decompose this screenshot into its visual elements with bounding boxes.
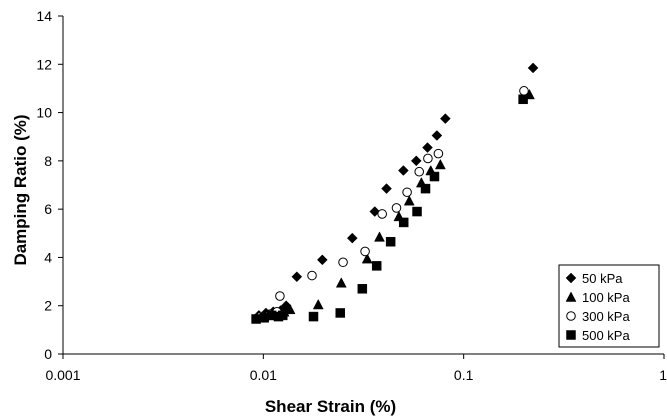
data-point-circle: [391, 203, 402, 213]
axes-layer: 0 2 4 6 8 10 12 14 0.001 0.01 0.1 1: [36, 8, 667, 383]
data-point-square: [335, 308, 345, 318]
data-point-diamond: [316, 254, 328, 266]
legend-marker-circle: [566, 311, 576, 321]
data-point-triangle: [374, 231, 385, 242]
legend-marker-triangle: [565, 291, 577, 302]
x-tick-label: 0.1: [454, 367, 474, 383]
data-point-triangle: [312, 298, 324, 310]
legend-label: 100 kPa: [582, 290, 630, 305]
data-point-square: [398, 217, 409, 228]
x-tick-label: 0.001: [45, 367, 80, 383]
data-point-diamond: [422, 142, 433, 153]
x-tick-label: 1: [659, 367, 667, 383]
data-point-square: [429, 171, 440, 182]
data-point-diamond: [398, 165, 409, 176]
y-tick-label: 2: [44, 298, 52, 314]
series-square: [251, 94, 528, 324]
data-point-circle: [414, 166, 425, 177]
y-tick-label: 6: [44, 201, 52, 217]
data-point-circle: [275, 291, 285, 301]
data-point-square: [518, 94, 528, 105]
y-tick-label: 10: [36, 105, 52, 121]
data-point-diamond: [346, 232, 358, 244]
data-point-triangle: [284, 303, 296, 315]
data-point-circle: [360, 246, 370, 257]
data-point-square: [357, 284, 368, 294]
series-diamond: [253, 62, 539, 321]
data-point-circle: [402, 187, 412, 198]
data-point-diamond: [291, 271, 303, 283]
data-point-diamond: [410, 155, 422, 167]
data-point-square: [385, 236, 396, 247]
data-point-diamond: [527, 62, 539, 74]
data-point-diamond: [369, 206, 381, 217]
data-point-circle: [307, 270, 317, 281]
x-tick-label: 0.01: [250, 367, 277, 383]
x-axis-title: Shear Strain (%): [265, 397, 396, 416]
data-point-triangle: [361, 253, 373, 264]
legend-label: 50 kPa: [582, 271, 623, 286]
legend: 50 kPa 100 kPa 300 kPa 500 kPa: [558, 264, 660, 348]
series-circle: [255, 86, 529, 322]
data-point-triangle: [335, 277, 347, 288]
data-point-square: [277, 310, 288, 321]
y-tick-label: 14: [36, 8, 52, 24]
data-point-circle: [519, 86, 529, 96]
legend-marker-diamond: [565, 272, 577, 284]
data-point-square: [412, 206, 422, 217]
y-tick-label: 8: [44, 153, 52, 169]
data-point-circle: [423, 153, 433, 164]
y-axis-title: Damping Ratio (%): [11, 114, 30, 265]
y-tick-label: 0: [44, 346, 52, 362]
data-point-square: [251, 314, 261, 324]
y-tick-label: 4: [44, 249, 52, 265]
data-point-circle: [338, 257, 348, 268]
legend-label: 500 kPa: [582, 328, 630, 343]
data-point-square: [308, 311, 319, 322]
marks-layer: [251, 62, 539, 324]
data-point-diamond: [431, 130, 443, 141]
data-point-circle: [377, 209, 387, 219]
data-point-diamond: [381, 183, 392, 194]
data-point-triangle: [403, 195, 415, 206]
data-point-square: [420, 183, 431, 194]
data-point-square: [371, 261, 382, 271]
data-point-triangle: [434, 158, 446, 170]
legend-marker-square: [566, 330, 576, 340]
legend-label: 300 kPa: [582, 309, 630, 324]
data-point-circle: [433, 148, 444, 159]
y-tick-label: 12: [36, 56, 52, 72]
data-point-diamond: [439, 113, 451, 124]
